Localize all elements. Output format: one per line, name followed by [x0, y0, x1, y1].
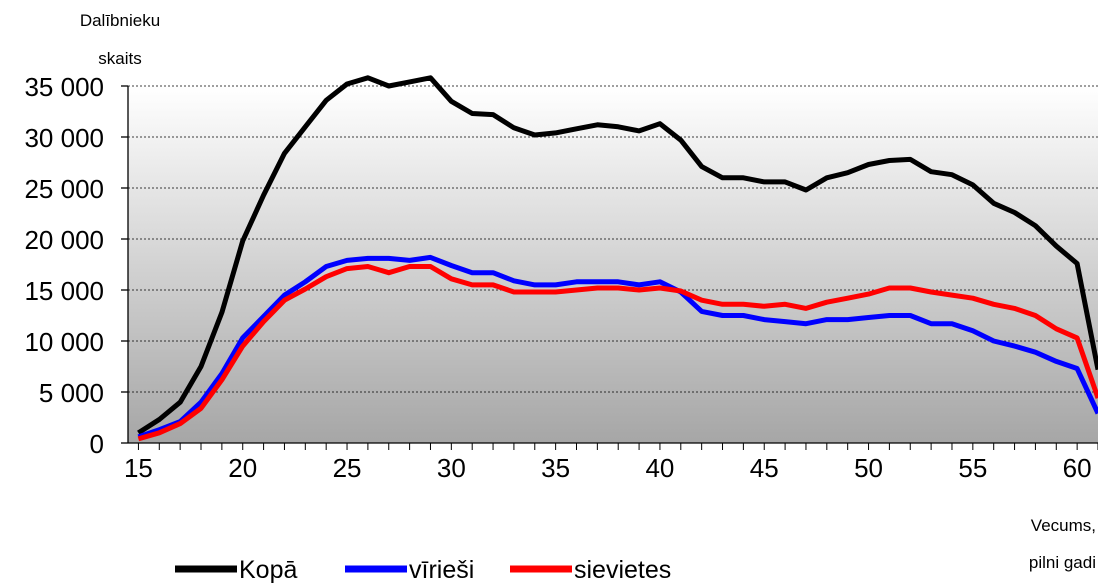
y-tick-label: 35 000: [24, 72, 104, 102]
y-tick-label: 25 000: [24, 174, 104, 204]
x-axis-title-line-1: Vecums,: [1031, 516, 1096, 535]
legend-label: sievietes: [574, 556, 671, 583]
y-tick-label: 0: [90, 429, 104, 459]
x-tick-label: 15: [124, 453, 153, 483]
y-tick-label: 30 000: [24, 123, 104, 153]
y-tick-label: 15 000: [24, 276, 104, 306]
series-line-3: [137, 264, 1098, 442]
legend-label: vīrieši: [409, 556, 474, 583]
axes: [127, 86, 1098, 444]
series-line-1: [137, 75, 1098, 435]
x-axis-ticks: 15 20 25 30 35 40 45 50 55 60: [124, 443, 1098, 483]
x-tick-label: 45: [750, 453, 779, 483]
legend-label: Kopā: [239, 556, 297, 583]
x-tick-label: 40: [645, 453, 674, 483]
series-lines: [137, 75, 1098, 442]
x-tick-label: 35: [541, 453, 570, 483]
y-tick-label: 5 000: [39, 378, 104, 408]
x-tick-label: 55: [958, 453, 987, 483]
y-axis-title-line-1: Dalībnieku: [80, 11, 160, 30]
x-tick-label: 50: [854, 453, 883, 483]
series-line-2: [137, 254, 1098, 440]
x-tick-label: 60: [1063, 453, 1092, 483]
y-tick-label: 20 000: [24, 225, 104, 255]
y-tick-label: 10 000: [24, 327, 104, 357]
legend: Kopā vīrieši sievietes: [175, 556, 671, 584]
y-axis-title-line-2: skaits: [98, 49, 141, 68]
y-axis-ticks: 0 5 000 10 000 15 000 20 000 25 000 30 000 35 0…: [24, 72, 128, 459]
x-tick-label: 25: [333, 453, 362, 483]
x-tick-label: 30: [437, 453, 466, 483]
plot-area: [128, 86, 1098, 443]
x-axis-title-line-2: pilni gadi: [1029, 553, 1096, 572]
x-tick-label: 20: [228, 453, 257, 483]
